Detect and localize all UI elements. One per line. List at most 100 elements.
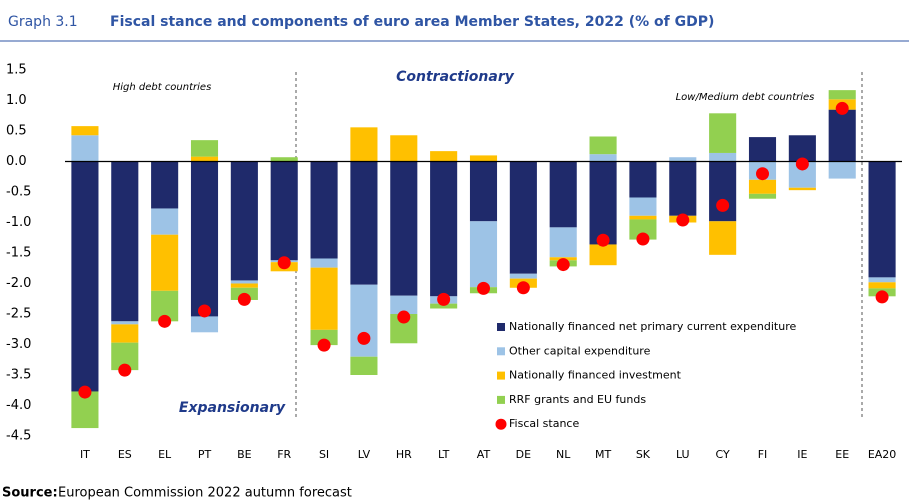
bar (270, 161, 298, 261)
bar (230, 280, 258, 284)
annotation: Contractionary (396, 69, 515, 85)
x-tick-label: DE (516, 448, 531, 461)
dot (198, 304, 211, 318)
bar (748, 193, 777, 199)
bar (190, 161, 219, 317)
y-tick-label: -2.0 (6, 276, 31, 291)
y-tick-label: -4.0 (6, 398, 31, 413)
bar (828, 161, 856, 179)
dot (158, 314, 172, 328)
x-tick-label: CY (716, 448, 730, 461)
bar (270, 157, 298, 162)
bar (350, 356, 378, 375)
bar (788, 187, 816, 191)
x-tick-label: FI (758, 448, 768, 461)
legend-label: Nationally financed net primary current … (509, 320, 796, 333)
bar (310, 267, 338, 330)
bar (430, 161, 458, 297)
bar (111, 324, 139, 343)
x-tick-label: LU (676, 448, 690, 461)
bar (589, 161, 617, 245)
dot (118, 363, 132, 377)
bar (230, 161, 258, 281)
bar (390, 295, 418, 314)
y-tick-label: 1.0 (6, 93, 27, 108)
bar (828, 109, 856, 162)
dot (835, 101, 849, 115)
bar (390, 135, 418, 162)
dot (795, 157, 809, 171)
y-tick-label: -1.5 (6, 246, 31, 261)
y-tick-label: -2.5 (6, 307, 31, 322)
x-tick-label: PT (198, 448, 212, 461)
bar (71, 135, 99, 162)
legend-swatch (497, 347, 505, 356)
bar (589, 136, 617, 155)
x-tick-label: EL (158, 448, 172, 461)
x-tick-label: SI (319, 448, 329, 461)
legend-dot (495, 418, 507, 430)
dot (78, 385, 92, 399)
annotation: High debt countries (113, 82, 212, 93)
bar (230, 283, 258, 288)
x-tick-label: HR (396, 448, 412, 461)
y-tick-label: -3.0 (6, 337, 31, 352)
bar (589, 244, 617, 266)
bar (788, 135, 816, 162)
chart-title: Fiscal stance and components of euro are… (110, 14, 714, 30)
legend-swatch (497, 395, 505, 404)
bar (469, 161, 498, 222)
source-label: Source: (2, 486, 58, 501)
bar (310, 258, 338, 268)
y-tick-label: 0.0 (6, 154, 27, 169)
x-tick-label: NL (556, 448, 571, 461)
bar (709, 221, 737, 255)
bar (469, 221, 498, 288)
x-tick-label: ES (118, 448, 132, 461)
x-tick-label: FR (277, 448, 291, 461)
legend-label: Nationally financed investment (509, 369, 682, 382)
bar (709, 152, 737, 162)
y-tick-label: -0.5 (6, 185, 31, 200)
bar (549, 227, 577, 258)
x-tick-label: IT (80, 448, 90, 461)
dot (357, 331, 371, 345)
bar (390, 161, 418, 296)
x-tick-label: EE (835, 448, 849, 461)
dot (596, 233, 610, 247)
x-tick-label: LT (438, 448, 450, 461)
legend-swatch (497, 371, 505, 380)
x-tick-label: EA20 (868, 448, 896, 461)
dot (317, 338, 331, 352)
bar (190, 140, 219, 157)
y-tick-label: -3.5 (6, 368, 31, 383)
legend-label: Fiscal stance (509, 417, 579, 430)
bar (709, 113, 737, 153)
graph-label: Graph 3.1 (8, 14, 78, 30)
y-tick-label: -4.5 (6, 429, 31, 444)
bar (709, 161, 737, 222)
bar (310, 329, 338, 346)
bar (430, 303, 458, 309)
dot (437, 292, 451, 306)
bar (589, 154, 617, 162)
bar (748, 179, 777, 194)
bar (629, 219, 657, 240)
dot (716, 198, 730, 212)
dot (636, 232, 650, 246)
x-tick-label: MT (595, 448, 611, 461)
bar (868, 277, 896, 283)
bar (868, 161, 896, 278)
dot (516, 281, 530, 295)
bar (868, 282, 896, 289)
bar (509, 161, 537, 274)
x-tick-label: SK (636, 448, 651, 461)
bar (190, 156, 219, 162)
dot (756, 167, 769, 181)
bar (71, 126, 99, 136)
legend-label: Other capital expenditure (509, 344, 651, 357)
bar (310, 161, 338, 259)
bar (669, 157, 697, 162)
y-tick-label: 1.5 (6, 63, 27, 78)
bar (748, 137, 777, 162)
